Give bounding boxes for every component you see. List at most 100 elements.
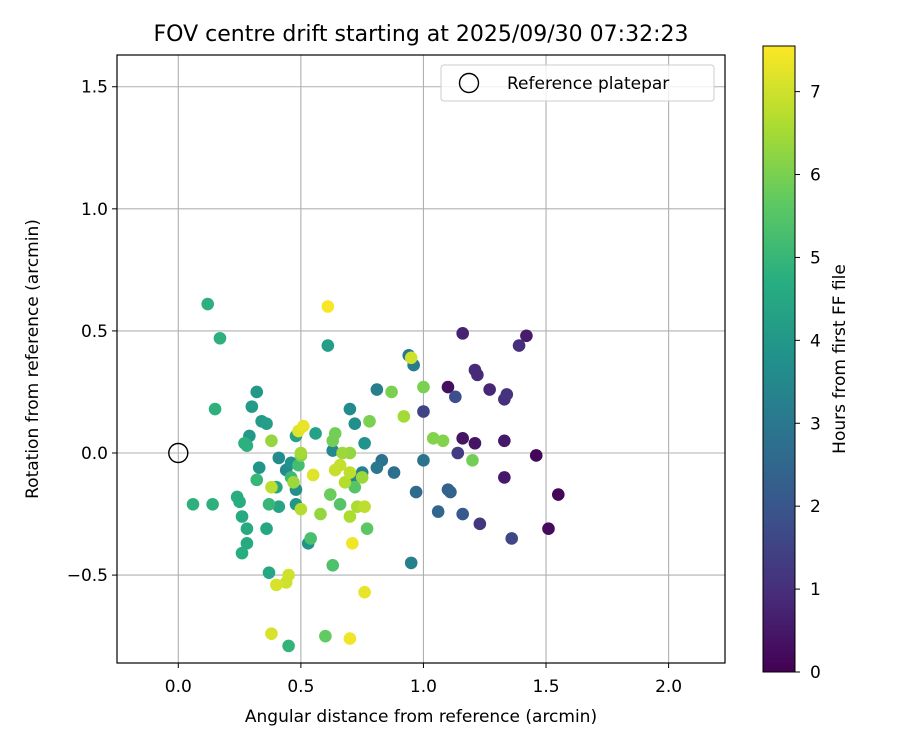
colorbar-tick-label: 6 [810,166,821,186]
reference-marker-layer [168,442,189,464]
data-point [272,451,286,465]
x-tick-label: 0.0 [165,677,192,697]
colorbar-ticks: 0 1 2 3 4 5 6 7 [795,83,821,683]
y-tick-label: 1.5 [81,78,108,98]
data-point [262,566,276,579]
data-point [250,385,264,399]
data-point [314,507,327,521]
legend-label: Reference platepar [507,74,669,94]
data-point [451,446,465,460]
data-point [436,434,450,448]
data-point [245,400,259,413]
data-point [529,449,543,462]
grid-lines [117,55,725,663]
data-point [343,466,357,479]
x-tick-label: 2.0 [655,677,682,697]
data-point [417,454,430,467]
data-point [370,383,384,396]
data-point [326,444,340,457]
data-point [468,436,482,450]
data-point [323,488,337,501]
colorbar-tick-label: 3 [810,414,821,434]
data-point [240,439,254,452]
data-point [235,546,249,560]
data-point [456,432,469,445]
data-point [282,639,295,653]
data-point [343,510,357,523]
data-point [466,454,479,467]
data-point [270,578,283,592]
data-point [333,497,347,511]
data-point [240,522,254,536]
data-point [456,507,469,521]
data-point [252,461,266,474]
data-points [186,297,565,653]
y-tick-label: 0.0 [81,444,108,464]
y-tick-label: −0.5 [67,566,108,586]
data-point [387,466,401,479]
data-point [370,461,384,474]
data-point [360,522,374,536]
data-point [542,522,555,536]
y-tick-label: 1.0 [81,200,108,220]
legend-reference-marker [458,72,480,94]
data-point [473,517,487,531]
data-point [304,532,317,545]
data-point [551,488,565,501]
y-tick-label: 0.5 [81,322,108,342]
data-point [363,414,376,428]
data-point [321,300,335,313]
colorbar-tick-label: 4 [810,331,821,351]
data-point [346,537,359,550]
data-point [338,476,352,489]
data-point [397,410,411,423]
data-point [233,495,246,509]
colorbar-tick-label: 5 [810,248,821,268]
data-point [208,402,222,416]
data-point [262,497,276,511]
data-point [483,383,496,396]
x-axis-label: Angular distance from reference (arcmin) [245,707,597,727]
data-point [355,471,369,484]
data-point [444,485,457,499]
y-axis-label: Rotation from reference (arcmin) [23,219,43,499]
data-point [260,417,273,431]
data-point [417,380,430,394]
data-point [306,468,320,482]
data-point [206,497,219,511]
data-point [287,476,300,489]
data-point [385,385,398,399]
data-point [404,556,418,570]
reference-platepar-marker [168,442,189,464]
data-point [336,446,349,460]
colorbar-gradient [762,45,796,673]
data-point [294,502,308,516]
data-point [431,505,445,518]
x-tick-label: 1.0 [410,677,437,697]
data-point [272,500,286,514]
data-point [265,434,278,448]
data-point [358,585,371,599]
data-point [201,297,215,311]
data-point [260,522,273,536]
data-point [417,405,430,418]
x-tick-label: 1.5 [533,677,560,697]
data-point [326,434,340,448]
colorbar-tick-label: 2 [810,497,821,517]
legend: Reference platepar [440,64,715,102]
legend-box [440,64,715,102]
colorbar-tick-label: 1 [810,580,821,600]
data-point [498,471,511,484]
data-point [213,331,227,345]
data-point [292,458,305,472]
data-point [309,427,322,440]
data-point [297,419,310,433]
data-point [441,380,455,394]
data-point [235,510,249,523]
data-point [348,480,362,494]
data-point [265,480,278,494]
data-point [294,446,308,460]
data-point [186,497,200,511]
data-point [449,390,462,404]
